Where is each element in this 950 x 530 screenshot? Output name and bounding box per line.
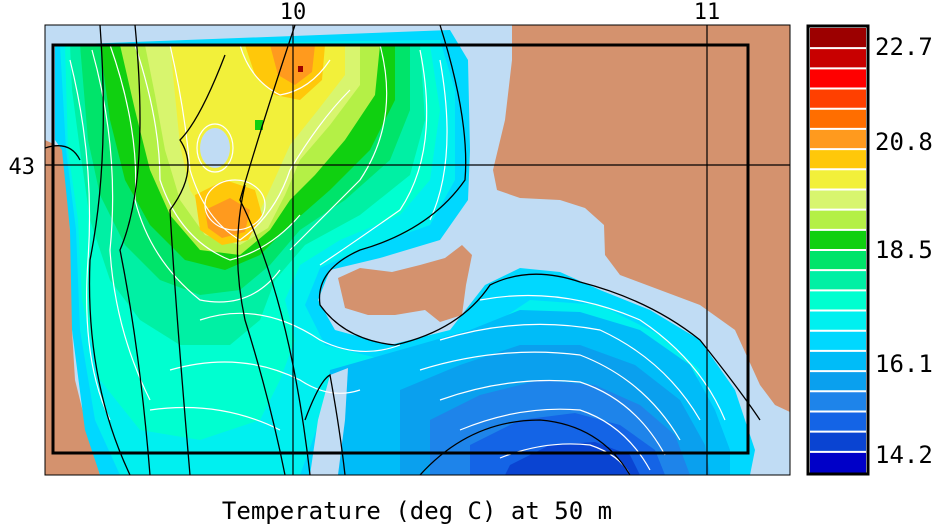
land-east-coast: [493, 25, 790, 412]
map-title: Temperature (deg C) at 50 m: [222, 497, 612, 525]
colorbar-step: [810, 128, 866, 150]
shelf-notch-south: [310, 368, 348, 475]
map-area: [45, 25, 790, 475]
colorbar-frame: [806, 24, 870, 476]
isotherm: [439, 379, 666, 456]
isotherm: [109, 44, 281, 303]
colorbar-step: [810, 330, 866, 352]
isotherm: [479, 294, 726, 421]
lat-tick-label-43: 43: [9, 155, 36, 180]
isotherm: [149, 406, 281, 431]
isotherm: [319, 49, 428, 266]
colorbar-step: [810, 431, 866, 453]
isotherm: [429, 59, 448, 221]
colorbar-step: [810, 48, 866, 69]
depth-contour: [239, 25, 311, 475]
colorbar: [810, 28, 866, 473]
temperature-contours: [69, 44, 726, 475]
shelf-hole-north: [200, 128, 230, 168]
depth-contour: [318, 25, 761, 421]
lon-tick-label-10: 10: [280, 0, 307, 25]
isotherm: [134, 44, 301, 261]
depth-contour: [236, 184, 286, 475]
colorbar-step: [810, 229, 866, 251]
colorbar-step: [810, 290, 866, 312]
colorbar-step: [810, 149, 866, 170]
colorbar-step: [810, 250, 866, 271]
colorbar-step: [810, 88, 866, 110]
isotherm-loop: [204, 179, 266, 231]
isotherm: [459, 408, 651, 471]
isotherm: [169, 44, 351, 241]
map-frame: [44, 24, 791, 476]
depth-contour: [419, 419, 631, 475]
depth-contour: [169, 54, 226, 475]
colorbar-step: [810, 371, 866, 392]
land-island: [338, 245, 472, 322]
colorbar-label-18-5: 18.5: [875, 236, 933, 264]
colorbar-label-20-8: 20.8: [875, 128, 933, 156]
depth-contour: [88, 25, 131, 475]
isotherm: [419, 351, 681, 441]
colorbar-step: [810, 350, 866, 372]
isotherm: [239, 44, 331, 96]
colorbar-step: [810, 451, 866, 473]
graticule: [45, 25, 790, 475]
isotherm: [439, 323, 701, 421]
depth-contour: [304, 374, 346, 475]
temperature-field: [55, 30, 755, 475]
colorbar-label-16-1: 16.1: [875, 350, 933, 378]
colorbar-step: [810, 310, 866, 332]
colorbar-step: [810, 270, 866, 291]
colorbar-step: [810, 209, 866, 231]
isotherm: [199, 312, 401, 352]
isotherm: [69, 59, 111, 421]
depth-contour: [119, 25, 151, 475]
bathymetry-contours: [45, 25, 761, 475]
domain-box: [51, 43, 750, 455]
colorbar-step: [810, 108, 866, 130]
depth-contour: [45, 145, 81, 161]
colorbar-step: [810, 391, 866, 412]
temp-zone-14-6: [505, 442, 640, 475]
colorbar-step: [810, 68, 866, 90]
colorbar-step: [810, 169, 866, 190]
hot-spot: [298, 66, 303, 72]
colorbar-step: [810, 28, 866, 49]
isotherm: [289, 44, 388, 251]
colorbar-label-14-2: 14.2: [875, 441, 933, 469]
isotherm: [91, 49, 151, 401]
colorbar-step: [810, 411, 866, 433]
isotherm-loop: [196, 123, 234, 173]
colorbar-label-22-7: 22.7: [875, 33, 933, 61]
warm-spot: [255, 120, 263, 130]
lon-tick-label-11: 11: [694, 0, 721, 25]
colorbar-step: [810, 189, 866, 211]
